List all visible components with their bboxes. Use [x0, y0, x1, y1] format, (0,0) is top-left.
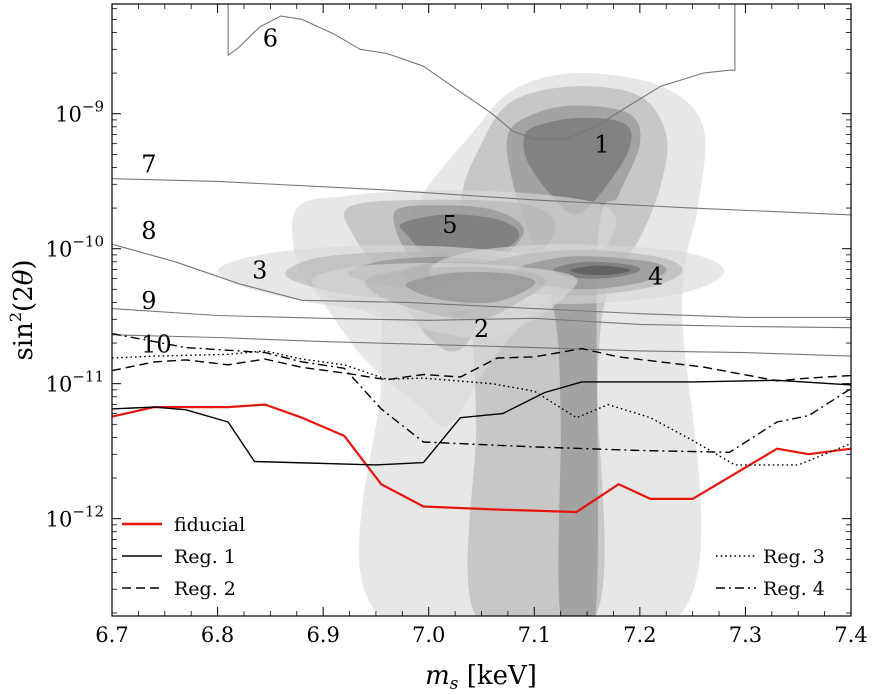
x-tick-label: 7.2	[623, 623, 656, 647]
curve-label-8: 8	[141, 217, 156, 245]
x-tick-label: 7.4	[834, 623, 867, 647]
region-2-band-3	[405, 272, 536, 304]
series-line-7	[112, 178, 851, 216]
legend-label: Reg. 1	[174, 546, 236, 568]
series-line-reg-4	[112, 332, 851, 453]
x-tick-label: 6.7	[95, 623, 128, 647]
x-tick-label: 7.0	[412, 623, 445, 647]
x-tick-label: 6.8	[201, 623, 234, 647]
x-tick-label: 7.3	[729, 623, 762, 647]
legend-label: fiducial	[174, 514, 245, 536]
region-label-2: 2	[474, 315, 489, 343]
constraint-lines	[112, 4, 851, 514]
x-tick-label: 7.1	[518, 623, 551, 647]
series-line-10	[112, 334, 851, 357]
legend-label: Reg. 2	[174, 578, 236, 600]
region-label-3: 3	[252, 256, 267, 284]
plot-frame	[111, 3, 852, 617]
credible-regions	[217, 73, 725, 616]
x-axis-label: ms [keV]	[425, 661, 537, 694]
curve-labels: 6 7 8 9 10 1 5 3 4 2	[141, 25, 663, 359]
legend-label: Reg. 4	[763, 578, 825, 600]
region-1-band-4	[523, 117, 632, 215]
region-label-1: 1	[594, 131, 609, 159]
curve-label-7: 7	[141, 151, 156, 179]
y-tick-label: 10−10	[46, 233, 104, 262]
curve-label-10: 10	[141, 331, 172, 359]
y-tick-label: 10−9	[55, 98, 104, 127]
region-4-band-5	[570, 265, 631, 276]
region-label-5: 5	[442, 211, 457, 239]
y-tick-label: 10−11	[46, 368, 104, 397]
legend-label: Reg. 3	[763, 546, 825, 568]
x-tick-label: 6.9	[306, 623, 339, 647]
series-line-9	[112, 308, 851, 329]
curve-label-9: 9	[141, 287, 156, 315]
series-line-reg-1	[112, 379, 851, 466]
series-line-8	[112, 243, 851, 318]
axis-ticks: 6.7 6.8 6.9 7.0 7.1 7.2 7.3 7.4 10−12 10−11 10−10 1…	[46, 4, 868, 647]
curve-label-6: 6	[263, 25, 278, 53]
series-line-fiducial	[112, 403, 851, 514]
legend: fiducial Reg. 1 Reg. 2 Reg. 3 Reg. 4	[122, 514, 825, 600]
series-line-6	[227, 4, 736, 140]
y-tick-label: 10−12	[46, 503, 104, 532]
region-label-4: 4	[648, 263, 663, 291]
y-axis-label: sin2(2θ)	[6, 259, 39, 360]
